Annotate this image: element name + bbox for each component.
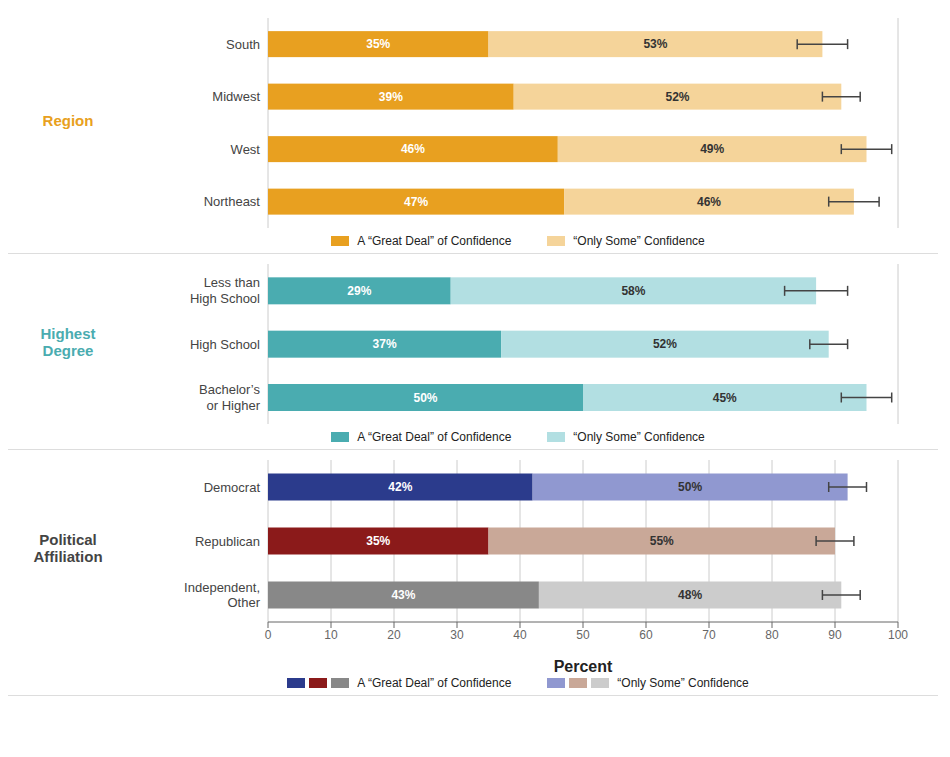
html-text:“Only Some” Confidence: “Only Some” Confidence — [573, 430, 705, 444]
svg-text:46%: 46% — [401, 142, 425, 156]
svg-text:Midwest: Midwest — [212, 89, 260, 104]
html-text:Affiliation: Affiliation — [33, 547, 103, 565]
svg-text:West: West — [231, 142, 261, 157]
svg-text:35%: 35% — [366, 37, 390, 51]
svg-text:55%: 55% — [650, 534, 674, 548]
svg-text:58%: 58% — [621, 284, 645, 298]
svg-text:42%: 42% — [388, 480, 412, 494]
svg-text:52%: 52% — [665, 90, 689, 104]
svg-text:35%: 35% — [366, 534, 390, 548]
svg-text:90: 90 — [828, 628, 842, 642]
html-text:“Only Some” Confidence: “Only Some” Confidence — [617, 676, 749, 690]
svg-text:60: 60 — [639, 628, 653, 642]
svg-text:20: 20 — [387, 628, 401, 642]
svg-text:10: 10 — [324, 628, 338, 642]
svg-text:49%: 49% — [700, 142, 724, 156]
html-text:Political: Political — [39, 530, 97, 548]
svg-text:Bachelor’sor Higher: Bachelor’sor Higher — [199, 382, 261, 413]
svg-text:Less thanHigh School: Less thanHigh School — [190, 275, 260, 306]
html-text:“Only Some” Confidence: “Only Some” Confidence — [573, 234, 705, 248]
svg-text:70: 70 — [702, 628, 716, 642]
svg-text:47%: 47% — [404, 195, 428, 209]
svg-text:43%: 43% — [391, 588, 415, 602]
svg-text:30: 30 — [450, 628, 464, 642]
svg-text:High School: High School — [190, 337, 260, 352]
svg-text:29%: 29% — [347, 284, 371, 298]
svg-text:40: 40 — [513, 628, 527, 642]
svg-text:Republican: Republican — [195, 534, 260, 549]
svg-text:South: South — [226, 37, 260, 52]
html-text:A “Great Deal” of Confidence: A “Great Deal” of Confidence — [357, 430, 512, 444]
svg-text:39%: 39% — [379, 90, 403, 104]
svg-text:50%: 50% — [678, 480, 702, 494]
svg-text:Percent: Percent — [554, 658, 613, 675]
svg-text:Independent,Other: Independent,Other — [184, 580, 261, 611]
html-text:Region: Region — [42, 112, 94, 129]
svg-text:52%: 52% — [653, 337, 677, 351]
html-text:Degree: Degree — [42, 341, 94, 359]
svg-text:45%: 45% — [713, 391, 737, 405]
html-text:A “Great Deal” of Confidence: A “Great Deal” of Confidence — [357, 234, 512, 248]
svg-text:50%: 50% — [413, 391, 437, 405]
svg-text:80: 80 — [765, 628, 779, 642]
svg-text:37%: 37% — [373, 337, 397, 351]
svg-text:0: 0 — [265, 628, 272, 642]
svg-text:Democrat: Democrat — [204, 480, 261, 495]
svg-text:Northeast: Northeast — [204, 194, 261, 209]
svg-text:46%: 46% — [697, 195, 721, 209]
svg-text:48%: 48% — [678, 588, 702, 602]
html-text:A “Great Deal” of Confidence: A “Great Deal” of Confidence — [357, 676, 512, 690]
svg-text:100: 100 — [888, 628, 908, 642]
svg-text:53%: 53% — [643, 37, 667, 51]
svg-text:50: 50 — [576, 628, 590, 642]
html-text:Highest: Highest — [40, 324, 96, 342]
